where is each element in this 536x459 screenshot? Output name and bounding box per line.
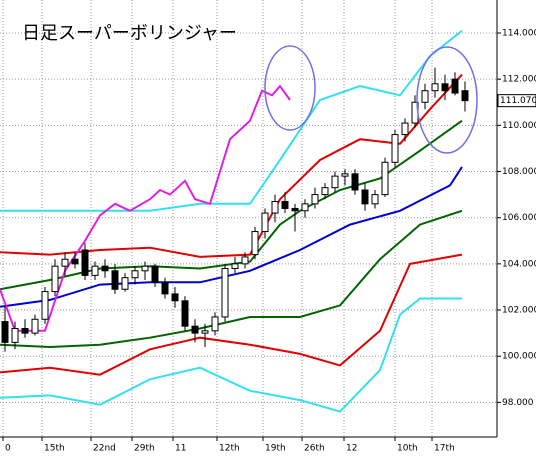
candle-body (141, 265, 149, 272)
x-tick-label: 10th (397, 444, 418, 454)
candle-body (191, 325, 199, 334)
candle-body (221, 267, 229, 318)
band-line (0, 297, 462, 413)
x-tick-label: 19th (265, 444, 286, 454)
candle-body (351, 173, 359, 191)
y-tick-label: 112.000 (502, 75, 536, 85)
x-tick-label: 12 (346, 444, 357, 454)
candle-body (271, 201, 279, 214)
candle-body (171, 293, 179, 302)
candle-body (291, 207, 299, 212)
x-tick-label: 15th (44, 444, 65, 454)
y-tick-label: 98.000 (502, 398, 534, 408)
highlight-ellipse (416, 46, 478, 154)
chart-title: 日足スーパーボリンジャー (22, 23, 237, 44)
y-tick-label: 106.000 (502, 213, 536, 223)
candle-body (241, 256, 249, 265)
candle-body (201, 330, 209, 334)
candle-body (101, 265, 109, 272)
candle-body (451, 78, 459, 94)
candle-body (81, 249, 89, 276)
candle-body (391, 134, 399, 163)
candle-body (11, 328, 19, 343)
candle-body (91, 265, 99, 276)
x-tick-label: 26th (304, 444, 325, 454)
candle-body (21, 328, 29, 334)
candle-body (1, 321, 9, 343)
candle-body (251, 231, 259, 256)
y-tick-label: 104.000 (502, 259, 536, 269)
band-line (0, 166, 463, 308)
candle-body (281, 201, 289, 209)
y-tick-label: 114.000 (502, 29, 536, 39)
x-tick-label: 11 (175, 444, 186, 454)
candle-body (331, 175, 339, 189)
price-label: 111.070 (500, 96, 536, 106)
band-line (0, 209, 463, 349)
x-tick-label: 29th (134, 444, 155, 454)
candle-body (121, 277, 129, 290)
band-line (0, 253, 463, 376)
candle-body (261, 212, 269, 233)
candle-body (421, 90, 429, 103)
price-label-box (497, 94, 536, 108)
band-line (0, 29, 463, 212)
y-tick-label: 100.000 (502, 352, 536, 362)
x-tick-label: 12th (219, 444, 240, 454)
candle-body (301, 203, 309, 212)
candle-body (51, 265, 59, 293)
candle-body (401, 122, 409, 136)
candle-body (431, 83, 439, 92)
candle-body (231, 263, 239, 269)
candle-body (131, 270, 139, 279)
plot (0, 29, 469, 413)
candle-body (361, 189, 369, 205)
candle-body (341, 173, 349, 177)
candle-body (31, 318, 39, 334)
candle-body (441, 83, 449, 92)
x-tick-label: 0 (5, 444, 11, 454)
candle-body (321, 187, 329, 196)
candle-body (211, 316, 219, 332)
y-tick-label: 108.000 (502, 167, 536, 177)
x-tick-label: 22nd (93, 444, 116, 454)
candle-body (381, 161, 389, 196)
highlight-ellipse (264, 45, 316, 131)
y-tick-label: 102.000 (502, 306, 536, 316)
candle-body (111, 270, 119, 290)
candle-body (61, 258, 69, 267)
candle-body (371, 194, 379, 205)
candle-body (151, 265, 159, 283)
candle-body (161, 281, 169, 295)
x-tick-label: 17th (434, 444, 455, 454)
candle-body (41, 291, 49, 320)
y-tick-label: 110.000 (502, 121, 536, 131)
candle-body (181, 300, 189, 327)
candle-body (311, 194, 319, 205)
candle-body (71, 258, 79, 265)
candle-body (461, 90, 469, 102)
